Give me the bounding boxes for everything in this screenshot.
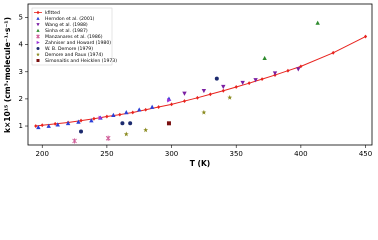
marker [36, 124, 41, 130]
marker [221, 84, 226, 90]
plot-frame [27, 3, 373, 146]
marker [299, 64, 303, 69]
legend-label: Zahniser and Howard (1980) [45, 40, 111, 46]
y-axis-label: k×10¹⁵ (cm³·molecule⁻¹·s⁻¹) [3, 17, 12, 133]
marker [124, 110, 129, 115]
marker [143, 127, 149, 133]
marker [363, 34, 368, 39]
legend-label: W. B. Demore (1979) [45, 46, 93, 52]
marker [201, 88, 207, 94]
marker [260, 77, 264, 82]
marker [253, 78, 258, 83]
marker [166, 121, 171, 126]
legend-label: Manzanares et al. (1986) [45, 34, 103, 40]
marker [331, 50, 335, 55]
marker [120, 121, 125, 126]
x-tick-label: 300 [165, 150, 178, 158]
marker [221, 88, 225, 93]
marker [98, 115, 103, 121]
marker [247, 81, 251, 86]
marker [105, 114, 109, 119]
x-tick-label: 200 [36, 150, 49, 158]
marker [195, 95, 200, 100]
legend-marker [36, 10, 40, 15]
x-tick-label: 350 [230, 150, 243, 158]
y-tick-label: 3 [19, 68, 23, 76]
marker [262, 55, 267, 61]
legend-label: Wang et al. (1988) [45, 22, 88, 28]
marker [53, 121, 57, 126]
x-tick-label: 250 [100, 150, 113, 158]
x-axis-label: T (K) [190, 159, 210, 168]
marker [111, 112, 116, 117]
marker [182, 91, 187, 96]
marker [272, 71, 278, 76]
legend-marker [36, 59, 40, 62]
y-tick-label: 1 [19, 122, 23, 130]
marker [89, 118, 94, 123]
marker [227, 94, 233, 100]
marker [214, 76, 219, 81]
marker [40, 123, 44, 128]
marker [157, 105, 161, 109]
legend-marker [36, 28, 40, 32]
marker [79, 129, 84, 134]
legend-label: Herndon et al. (2001) [45, 16, 95, 22]
legend-label: Simonaitis and Heicklen (1973) [45, 58, 117, 64]
legend-label: kfitted [45, 10, 60, 16]
marker [128, 121, 133, 126]
marker [76, 119, 81, 124]
marker [55, 122, 60, 127]
marker [131, 110, 135, 115]
marker [123, 131, 129, 137]
marker [137, 107, 142, 112]
legend-marker [36, 34, 40, 39]
marker [296, 67, 301, 72]
marker [118, 112, 122, 117]
legend-marker [36, 47, 40, 50]
marker [105, 135, 111, 141]
legend-label: Sinha et al. (1987) [45, 28, 88, 34]
y-tick-label: 4 [19, 41, 24, 49]
legend-label: Demore and Raux (1974) [45, 52, 103, 58]
marker [234, 85, 238, 89]
x-tick-label: 400 [294, 150, 307, 158]
marker [149, 104, 155, 109]
legend-box [31, 7, 113, 66]
chart: T (K) k×10¹⁵ (cm³·molecule⁻¹·s⁻¹) 200 250… [3, 3, 373, 168]
marker [72, 138, 77, 144]
marker [34, 124, 38, 128]
marker [46, 123, 51, 128]
marker [315, 20, 320, 25]
legend-marker [36, 40, 40, 45]
marker [286, 68, 290, 73]
marker [167, 98, 172, 103]
marker [65, 120, 71, 126]
marker [201, 109, 207, 115]
legend-marker [36, 23, 40, 27]
marker [240, 80, 245, 86]
marker [92, 116, 96, 121]
y-tick-label: 5 [19, 14, 23, 22]
legend-marker [36, 52, 40, 57]
marker [208, 92, 212, 97]
legend-marker [36, 16, 40, 20]
marker [169, 102, 174, 107]
marker [182, 99, 187, 103]
marker [79, 118, 83, 123]
marker [144, 107, 148, 112]
y-tick-label: 2 [19, 95, 23, 103]
x-tick-label: 450 [359, 150, 372, 158]
